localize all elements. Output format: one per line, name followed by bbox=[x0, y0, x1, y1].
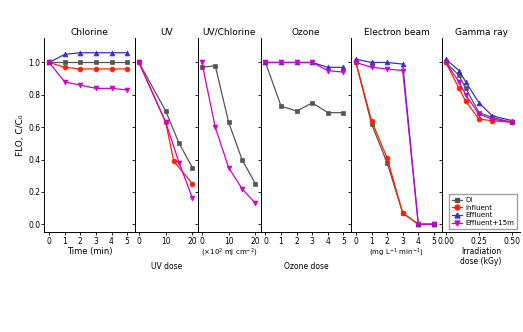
Title: Ozone: Ozone bbox=[292, 28, 320, 37]
X-axis label: Ozone dose: Ozone dose bbox=[283, 262, 328, 271]
Legend: DI, Influent, Effluent, Effluent+15m: DI, Influent, Effluent, Effluent+15m bbox=[449, 194, 517, 229]
Title: UV/Chlorine: UV/Chlorine bbox=[202, 28, 256, 37]
X-axis label: Irradiation
dose (kGy): Irradiation dose (kGy) bbox=[460, 247, 502, 266]
X-axis label: ($\times$10$^2$ mJ cm$^{-2}$): ($\times$10$^2$ mJ cm$^{-2}$) bbox=[201, 247, 258, 259]
X-axis label: (mg L$^{-1}$ min$^{-1}$): (mg L$^{-1}$ min$^{-1}$) bbox=[369, 247, 424, 259]
Title: UV: UV bbox=[160, 28, 173, 37]
X-axis label: Time (min): Time (min) bbox=[67, 247, 112, 256]
Y-axis label: FLO, C/C₀: FLO, C/C₀ bbox=[16, 115, 26, 156]
Title: Chlorine: Chlorine bbox=[71, 28, 109, 37]
Title: Gamma ray: Gamma ray bbox=[454, 28, 507, 37]
Title: Electron beam: Electron beam bbox=[363, 28, 429, 37]
X-axis label: UV dose: UV dose bbox=[151, 262, 182, 271]
